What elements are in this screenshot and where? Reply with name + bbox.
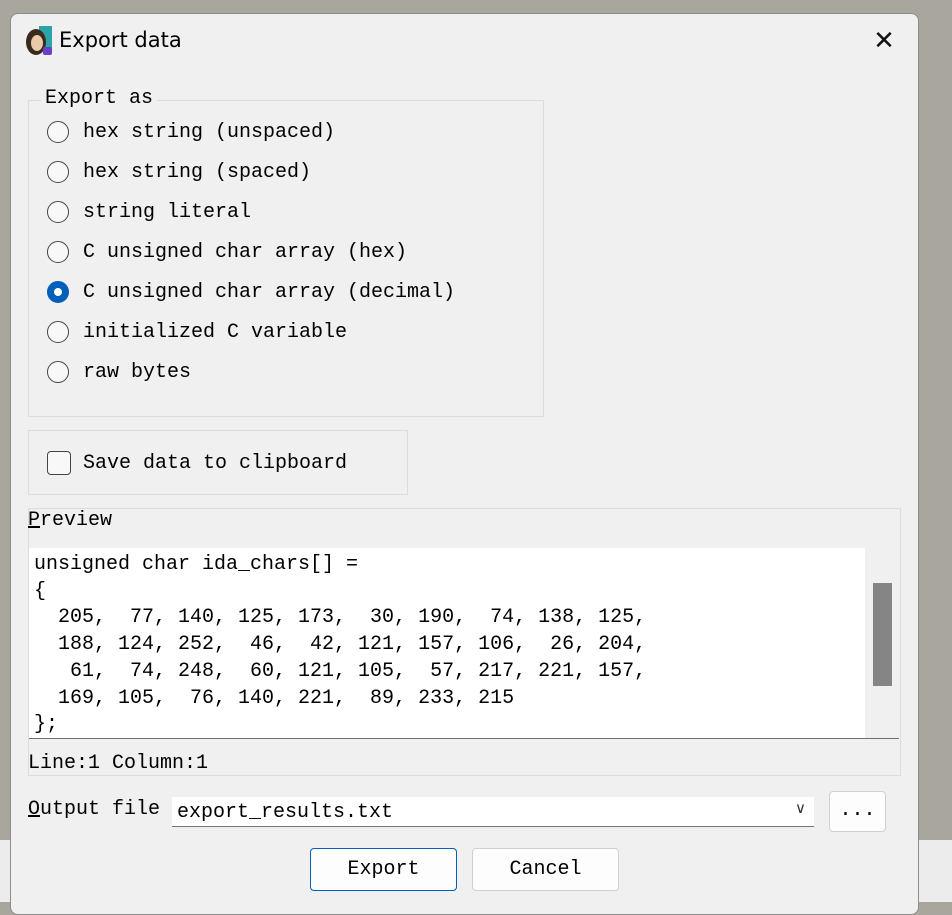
radio-icon — [47, 201, 69, 223]
preview-text: unsigned char ida_chars[] = { 205, 77, 1… — [34, 553, 647, 737]
radio-hex-spaced[interactable]: hex string (spaced) — [47, 157, 311, 187]
preview-label-text: review — [40, 509, 113, 532]
export-data-dialog: Export data ✕ Export as hex string (unsp… — [10, 13, 919, 915]
export-button[interactable]: Export — [310, 848, 457, 891]
radio-label: C unsigned char array (decimal) — [83, 280, 456, 304]
browse-button[interactable]: ... — [829, 791, 886, 832]
radio-label: hex string (unspaced) — [83, 120, 336, 144]
preview-label: Preview — [28, 509, 112, 532]
preview-group — [28, 508, 901, 776]
divider — [29, 738, 899, 739]
radio-label: raw bytes — [83, 360, 192, 384]
export-as-group: Export as hex string (unspaced) hex stri… — [28, 87, 544, 417]
radio-initialized-c-variable[interactable]: initialized C variable — [47, 317, 347, 347]
output-file-combobox[interactable]: export_results.txt ∨ — [172, 797, 814, 827]
output-accel: O — [28, 798, 41, 821]
radio-label: C unsigned char array (hex) — [83, 240, 408, 264]
output-file-label: Output file — [28, 798, 160, 821]
cursor-position-status: Line:1 Column:1 — [28, 752, 209, 775]
export-as-label: Export as — [41, 87, 158, 110]
title-bar: Export data ✕ — [11, 14, 918, 70]
checkbox-label: Save data to clipboard — [83, 451, 348, 475]
preview-accel: P — [28, 509, 41, 532]
checkbox-icon — [47, 451, 71, 475]
output-file-value: export_results.txt — [177, 801, 394, 824]
save-to-clipboard-checkbox[interactable]: Save data to clipboard — [47, 451, 347, 475]
radio-raw-bytes[interactable]: raw bytes — [47, 357, 191, 387]
output-label-text: utput file — [40, 798, 161, 821]
radio-c-array-hex[interactable]: C unsigned char array (hex) — [47, 237, 407, 267]
cancel-button[interactable]: Cancel — [472, 848, 619, 891]
radio-hex-unspaced[interactable]: hex string (unspaced) — [47, 117, 335, 147]
scrollbar-thumb[interactable] — [873, 583, 892, 686]
radio-icon — [47, 321, 69, 343]
radio-icon — [47, 121, 69, 143]
radio-selected-icon — [47, 281, 69, 303]
clipboard-group: Save data to clipboard — [28, 430, 408, 495]
ida-app-icon — [26, 26, 52, 55]
chevron-down-icon[interactable]: ∨ — [795, 799, 806, 817]
close-icon[interactable]: ✕ — [873, 26, 895, 56]
preview-text-area[interactable]: unsigned char ida_chars[] = { 205, 77, 1… — [29, 548, 865, 738]
radio-string-literal[interactable]: string literal — [47, 197, 251, 227]
radio-label: hex string (spaced) — [83, 160, 312, 184]
dialog-title: Export data — [59, 28, 182, 52]
radio-label: initialized C variable — [83, 320, 348, 344]
preview-scrollbar[interactable] — [866, 548, 899, 738]
radio-label: string literal — [83, 200, 252, 224]
radio-icon — [47, 361, 69, 383]
radio-c-array-decimal[interactable]: C unsigned char array (decimal) — [47, 277, 455, 307]
radio-icon — [47, 161, 69, 183]
radio-icon — [47, 241, 69, 263]
